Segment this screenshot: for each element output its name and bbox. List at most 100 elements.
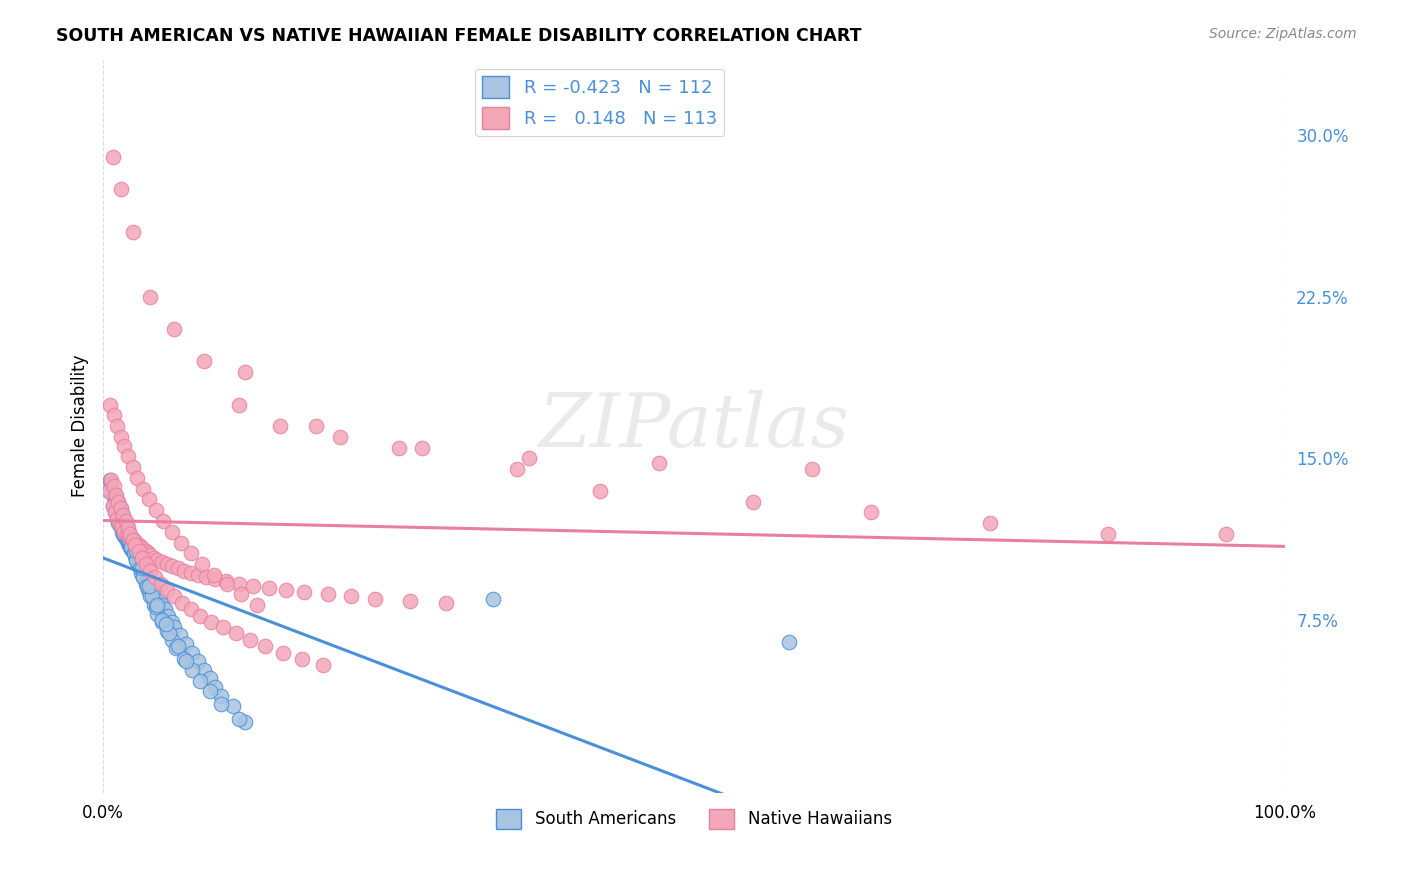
Point: [101, 150, 124, 164]
Point: [128, 559, 150, 574]
Point: [246, 598, 269, 612]
Point: [110, 520, 132, 534]
Point: [112, 524, 135, 539]
Point: [117, 520, 139, 534]
Point: [136, 546, 159, 560]
Point: [269, 419, 291, 434]
Point: [135, 579, 157, 593]
Point: [506, 462, 529, 476]
Point: [115, 533, 138, 548]
Point: [131, 561, 153, 575]
Point: [120, 527, 142, 541]
Point: [139, 549, 162, 563]
Point: [173, 652, 195, 666]
Point: [105, 512, 128, 526]
Point: [209, 698, 232, 712]
Point: [340, 590, 363, 604]
Point: [191, 557, 214, 571]
Point: [127, 471, 149, 485]
Point: [231, 587, 253, 601]
Point: [124, 538, 146, 552]
Point: [242, 579, 264, 593]
Point: [134, 566, 156, 580]
Point: [127, 553, 149, 567]
Point: [118, 529, 141, 543]
Point: [202, 568, 225, 582]
Point: [225, 626, 247, 640]
Point: [122, 533, 145, 548]
Point: [98, 473, 121, 487]
Point: [128, 544, 150, 558]
Point: [117, 535, 139, 549]
Point: [125, 550, 148, 565]
Point: [517, 451, 540, 466]
Point: [1097, 527, 1119, 541]
Point: [217, 576, 239, 591]
Point: [180, 546, 202, 560]
Point: [136, 572, 159, 586]
Point: [166, 639, 188, 653]
Point: [139, 564, 162, 578]
Point: [103, 490, 125, 504]
Point: [153, 602, 176, 616]
Point: [160, 632, 183, 647]
Point: [105, 419, 128, 434]
Point: [110, 501, 132, 516]
Point: [132, 570, 155, 584]
Point: [132, 541, 155, 556]
Point: [193, 354, 215, 368]
Point: [125, 553, 148, 567]
Point: [222, 699, 245, 714]
Point: [169, 628, 191, 642]
Point: [228, 712, 250, 726]
Point: [139, 290, 162, 304]
Legend: South Americans, Native Hawaiians: South Americans, Native Hawaiians: [489, 802, 898, 836]
Point: [138, 579, 160, 593]
Point: [132, 564, 155, 578]
Point: [104, 505, 127, 519]
Point: [291, 652, 314, 666]
Point: [142, 581, 165, 595]
Point: [228, 576, 250, 591]
Point: [129, 566, 152, 580]
Point: [150, 613, 173, 627]
Point: [166, 561, 188, 575]
Point: [647, 456, 669, 470]
Point: [200, 615, 222, 630]
Point: [292, 585, 315, 599]
Point: [131, 561, 153, 575]
Point: [98, 398, 121, 412]
Point: [139, 590, 162, 604]
Point: [150, 576, 173, 591]
Point: [101, 499, 124, 513]
Point: [117, 523, 139, 537]
Point: [152, 514, 174, 528]
Point: [209, 689, 232, 703]
Y-axis label: Female Disability: Female Disability: [72, 355, 89, 498]
Point: [121, 544, 143, 558]
Point: [122, 546, 145, 560]
Point: [112, 514, 135, 528]
Point: [143, 585, 166, 599]
Point: [104, 505, 127, 519]
Point: [180, 602, 202, 616]
Point: [149, 594, 172, 608]
Point: [98, 483, 121, 498]
Point: [211, 620, 233, 634]
Point: [194, 570, 217, 584]
Point: [364, 591, 387, 606]
Point: [105, 499, 128, 513]
Point: [107, 494, 129, 508]
Point: [160, 615, 183, 630]
Point: [107, 499, 129, 513]
Point: [121, 540, 143, 554]
Point: [112, 438, 135, 452]
Point: [778, 634, 800, 648]
Point: [142, 550, 165, 565]
Point: [316, 587, 339, 601]
Point: [388, 441, 411, 455]
Point: [117, 527, 139, 541]
Point: [1215, 527, 1237, 541]
Point: [124, 549, 146, 563]
Point: [121, 225, 143, 239]
